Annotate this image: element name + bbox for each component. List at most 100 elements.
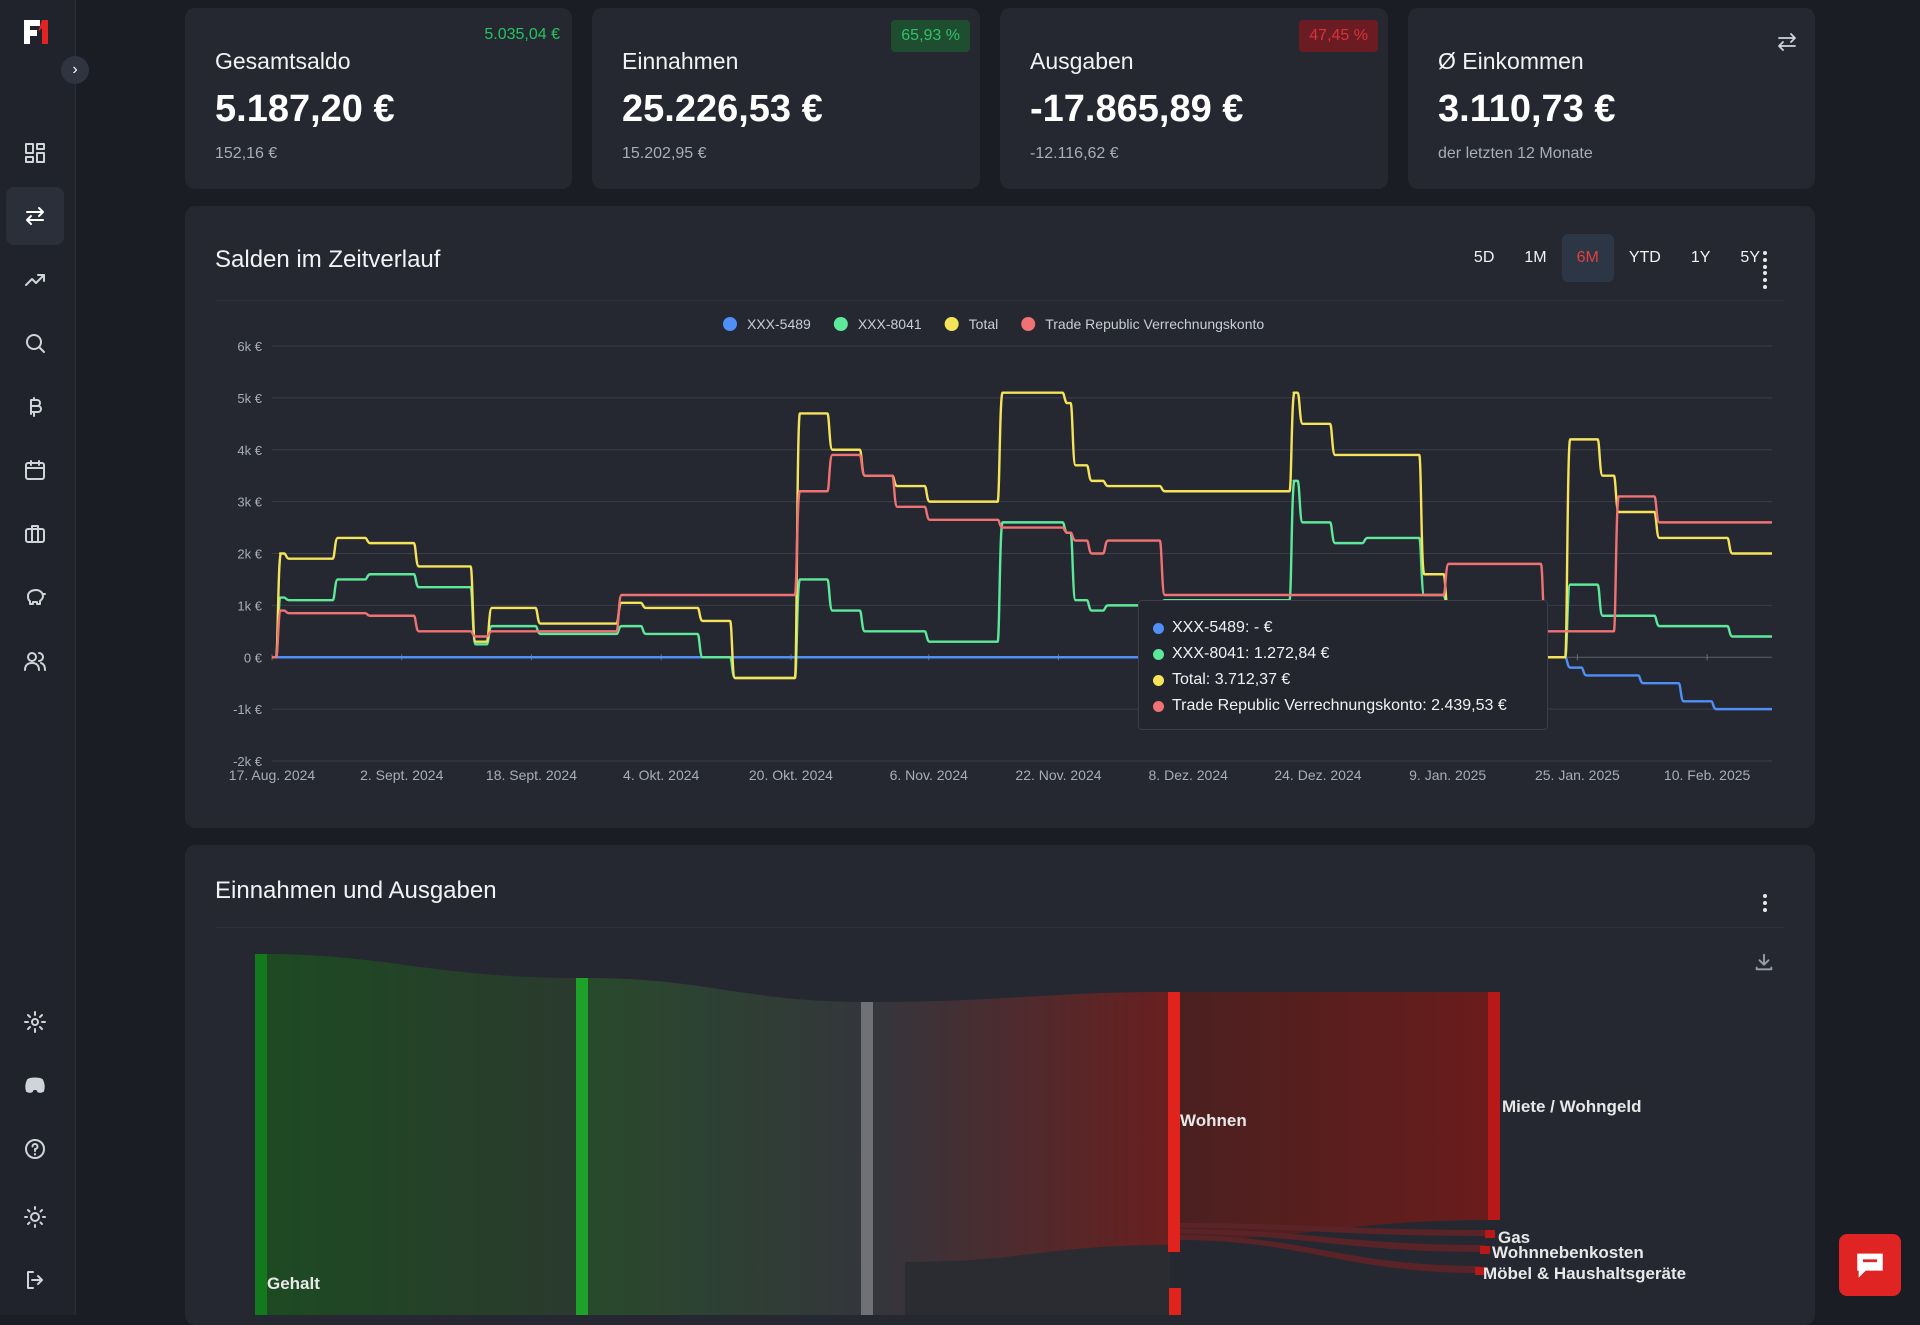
tooltip-row: XXX-8041: 1.272,84 €: [1153, 641, 1533, 667]
x-tick-label: 9. Jan. 2025: [1409, 767, 1486, 783]
nav-settings[interactable]: [6, 993, 64, 1051]
sankey-node-wohnen[interactable]: [1168, 992, 1180, 1252]
balance-line-chart: XXX-5489 XXX-8041 Total Trade Republic Verr…: [229, 316, 1772, 783]
y-tick-label: 2k €: [237, 547, 262, 562]
chart-menu-icon[interactable]: [1755, 260, 1775, 300]
x-tick-label: 6. Nov. 2024: [890, 767, 969, 783]
discord-icon: [25, 1077, 45, 1093]
sankey-link: [1177, 1223, 1490, 1236]
piggy-bank-icon: [27, 589, 46, 605]
sankey-link: [587, 978, 865, 1315]
x-tick-label: 17. Aug. 2024: [229, 767, 316, 783]
tooltip-label: XXX-5489: - €: [1172, 619, 1273, 636]
legend-label: Total: [969, 316, 999, 332]
sankey-label-moebel: Möbel & Haushaltsgeräte: [1483, 1264, 1686, 1283]
x-tick-label: 18. Sept. 2024: [486, 767, 577, 783]
nav-users[interactable]: [6, 632, 64, 690]
nav-logout[interactable]: [6, 1251, 64, 1309]
kpi-card-income: 65,93 % Einnahmen 25.226,53 € 15.202,95 …: [592, 8, 980, 189]
bitcoin-icon: [30, 397, 42, 417]
sankey-node[interactable]: [1169, 1288, 1181, 1315]
help-icon: [25, 1139, 45, 1159]
sankey-node-moebel[interactable]: [1475, 1267, 1485, 1275]
kpi-badge: 5.035,04 €: [484, 26, 560, 43]
trending-up-icon: [25, 274, 45, 286]
x-tick-label: 4. Okt. 2024: [623, 767, 699, 783]
range-6m-button[interactable]: 6M: [1561, 234, 1614, 282]
calendar-icon: [25, 460, 45, 480]
tooltip-label: Trade Republic Verrechnungskonto: 2.439,…: [1172, 697, 1507, 714]
x-tick-label: 25. Jan. 2025: [1535, 767, 1620, 783]
chat-button[interactable]: [1839, 1234, 1901, 1296]
sidebar-expand-button[interactable]: ›: [61, 56, 89, 84]
sankey-link: [905, 1245, 1170, 1315]
y-tick-label: 0 €: [244, 650, 263, 665]
range-1m-button[interactable]: 1M: [1524, 249, 1547, 266]
nav-dashboard[interactable]: [6, 124, 64, 182]
nav-calendar[interactable]: [6, 441, 64, 499]
kpi-value: -17.865,89 €: [1030, 88, 1244, 130]
legend-marker-icon: [944, 317, 959, 331]
sankey-node[interactable]: [576, 978, 588, 1315]
settings-icon: [24, 1011, 46, 1033]
briefcase-icon: [25, 525, 45, 543]
kpi-badge: 47,45 %: [1299, 20, 1378, 52]
nav-savings[interactable]: [6, 568, 64, 626]
legend-label: XXX-8041: [858, 316, 922, 332]
tooltip-row: Total: 3.712,37 €: [1153, 667, 1533, 693]
sankey-menu-icon[interactable]: [1755, 883, 1775, 923]
kpi-value: 5.187,20 €: [215, 88, 395, 130]
download-icon[interactable]: [1753, 951, 1775, 973]
sankey-diagram: Gehalt Wohnen Miete / Wohngeld Gas Wohnn…: [255, 954, 1686, 1315]
transfer-icon: [26, 207, 44, 225]
x-tick-label: 10. Feb. 2025: [1664, 767, 1751, 783]
sankey-node-gehalt[interactable]: [255, 954, 267, 1315]
range-5y-button[interactable]: 5Y: [1740, 249, 1760, 266]
nav-transactions[interactable]: [6, 187, 64, 245]
range-1y-button[interactable]: 1Y: [1690, 249, 1711, 266]
nav-help[interactable]: [6, 1120, 64, 1178]
nav-theme[interactable]: [6, 1188, 64, 1246]
sankey-link: [872, 992, 1170, 1315]
sankey-label-gas: Gas: [1498, 1228, 1530, 1247]
series-dot-icon: [1153, 674, 1164, 686]
nav-analytics[interactable]: [6, 251, 64, 309]
series-dot-icon: [1153, 648, 1164, 660]
kpi-sub: der letzten 12 Monate: [1438, 145, 1593, 162]
kpi-card-total-balance: 5.035,04 € Gesamtsaldo 5.187,20 € 152,16…: [185, 8, 572, 189]
legend-marker-icon: [833, 317, 848, 331]
range-5d-button[interactable]: 5D: [1473, 249, 1495, 266]
x-tick-label: 2. Sept. 2024: [360, 767, 444, 783]
kpi-badge: 65,93 %: [891, 20, 970, 52]
sankey-link: [1177, 1229, 1485, 1252]
x-tick-label: 24. Dez. 2024: [1274, 767, 1361, 783]
sankey-node-gas[interactable]: [1485, 1230, 1495, 1238]
range-ytd-button[interactable]: YTD: [1628, 249, 1661, 266]
range-selector: 5D 1M 6M YTD 1Y 5Y: [1459, 234, 1775, 282]
nav-discord[interactable]: [6, 1056, 64, 1114]
kpi-card-avg-income: Ø Einkommen 3.110,73 € der letzten 12 Mo…: [1408, 8, 1815, 189]
x-tick-label: 22. Nov. 2024: [1015, 767, 1101, 783]
chart-title: Salden im Zeitverlauf: [215, 246, 441, 273]
kpi-sub: 15.202,95 €: [622, 145, 707, 162]
x-tick-label: 20. Okt. 2024: [749, 767, 833, 783]
kpi-title: Einnahmen: [622, 48, 739, 74]
y-tick-label: -1k €: [233, 702, 263, 717]
swap-icon[interactable]: [1775, 30, 1799, 54]
sankey-node-miete[interactable]: [1488, 992, 1500, 1220]
app-logo[interactable]: [22, 18, 50, 46]
nav-portfolio[interactable]: [6, 505, 64, 563]
kpi-sub: -12.116,62 €: [1030, 145, 1119, 162]
kpi-title: Ausgaben: [1030, 48, 1134, 74]
kpi-sub: 152,16 €: [215, 145, 278, 162]
chart-more-icon[interactable]: [1755, 240, 1775, 280]
sankey-node[interactable]: [861, 1002, 873, 1315]
sankey-node-nebenkosten[interactable]: [1480, 1246, 1490, 1254]
legend-marker-icon: [1021, 317, 1036, 331]
series-dot-icon: [1153, 700, 1164, 712]
nav-search[interactable]: [6, 314, 64, 372]
tooltip-row: Trade Republic Verrechnungskonto: 2.439,…: [1153, 693, 1533, 719]
y-tick-label: 6k €: [237, 339, 262, 354]
sankey-label-wohnen: Wohnen: [1180, 1111, 1247, 1130]
nav-crypto[interactable]: [6, 378, 64, 436]
